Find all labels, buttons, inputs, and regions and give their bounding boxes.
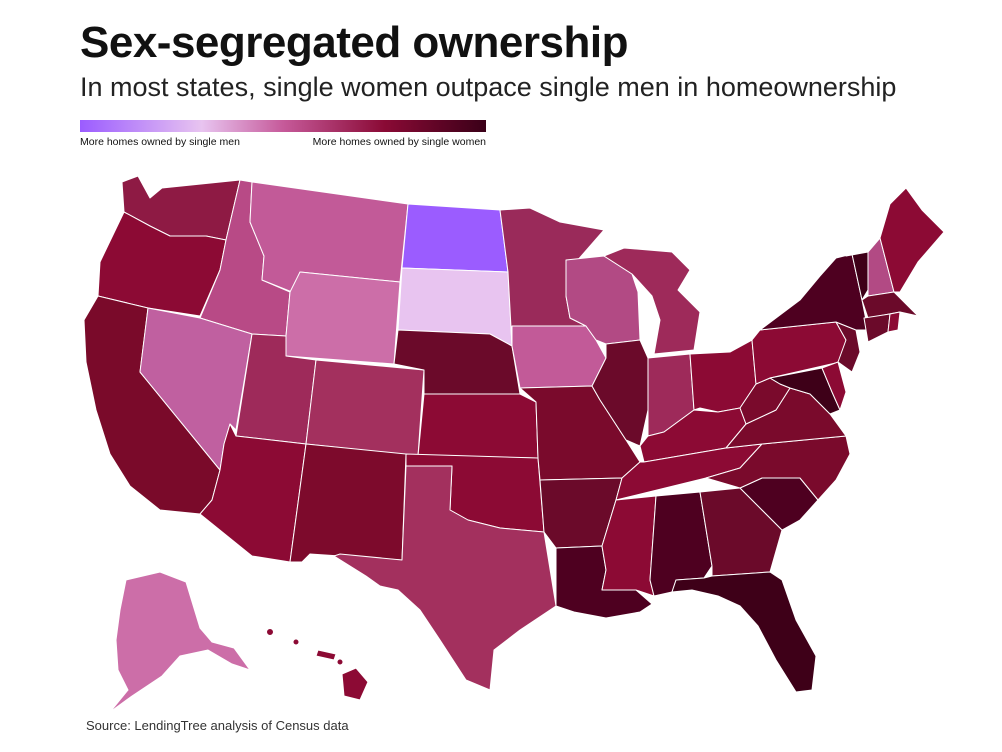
legend-gradient-bar bbox=[80, 120, 486, 132]
state-hi[interactable] bbox=[341, 667, 369, 701]
state-co[interactable] bbox=[305, 359, 425, 457]
state-ri[interactable] bbox=[887, 311, 901, 333]
state-nc[interactable] bbox=[705, 435, 851, 501]
hi-island-molokai bbox=[315, 649, 337, 661]
legend-left-label: More homes owned by single men bbox=[80, 136, 240, 148]
color-legend: More homes owned by single men More home… bbox=[80, 120, 486, 150]
state-nm[interactable] bbox=[289, 443, 407, 563]
hi-island-maui bbox=[336, 658, 344, 666]
state-wy[interactable] bbox=[285, 271, 401, 365]
legend-right-label: More homes owned by single women bbox=[312, 136, 486, 148]
hi-island-oahu bbox=[292, 638, 300, 646]
state-nd[interactable] bbox=[401, 203, 509, 273]
hi-island-kauai bbox=[266, 628, 274, 636]
state-ak[interactable] bbox=[109, 571, 251, 713]
state-tx[interactable] bbox=[333, 465, 557, 691]
state-il[interactable] bbox=[591, 339, 649, 447]
state-ia[interactable] bbox=[511, 325, 607, 389]
state-fl[interactable] bbox=[671, 571, 817, 693]
map-subtitle: In most states, single women outpace sin… bbox=[80, 72, 897, 102]
state-de[interactable] bbox=[821, 361, 847, 411]
map-title: Sex-segregated ownership bbox=[80, 18, 628, 67]
state-ny[interactable] bbox=[759, 253, 869, 331]
source-note: Source: LendingTree analysis of Census d… bbox=[86, 718, 349, 733]
state-ks[interactable] bbox=[417, 393, 539, 459]
state-vt[interactable] bbox=[845, 251, 869, 301]
state-me[interactable] bbox=[879, 187, 945, 293]
state-ct[interactable] bbox=[863, 313, 891, 343]
state-mi[interactable] bbox=[603, 247, 701, 355]
